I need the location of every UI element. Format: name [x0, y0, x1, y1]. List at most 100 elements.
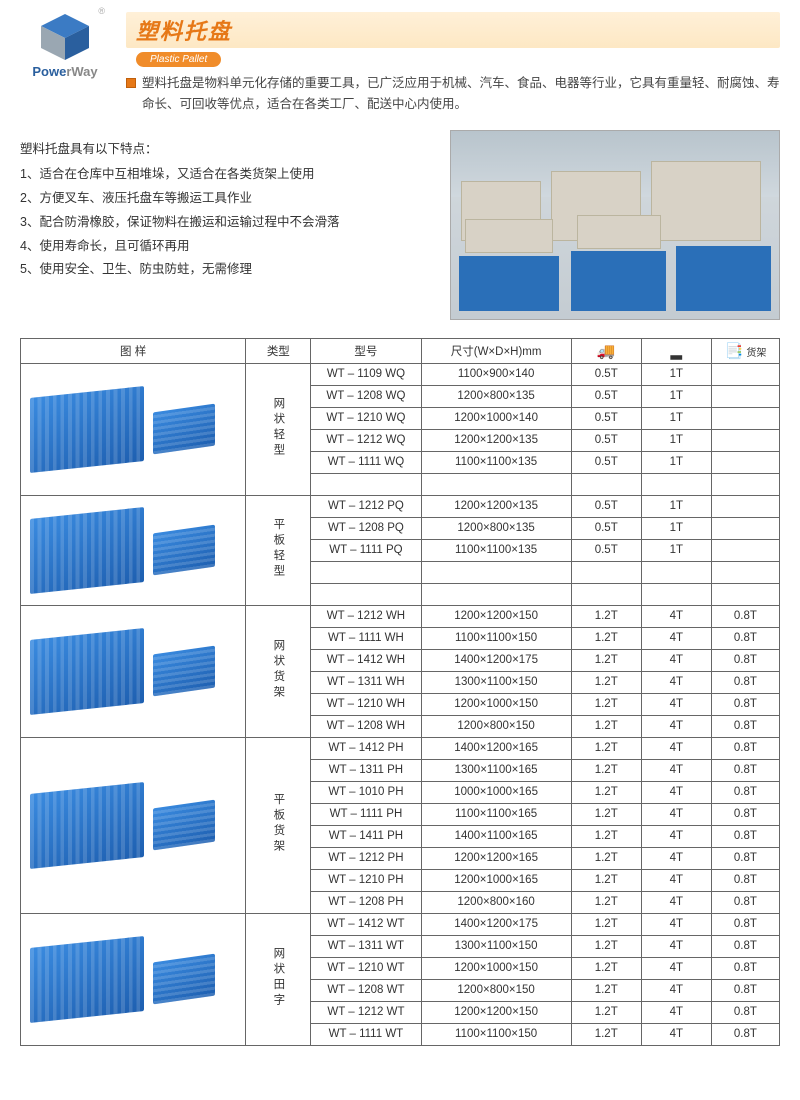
model-cell: WT – 1010 PH: [311, 781, 421, 803]
dims-cell: 1300×1100×150: [421, 671, 571, 693]
trademark: ®: [98, 6, 105, 16]
model-cell: WT – 1210 WT: [311, 957, 421, 979]
dims-cell: 1200×1200×165: [421, 847, 571, 869]
model-cell: WT – 1210 WQ: [311, 407, 421, 429]
stat-cell: 4T: [641, 869, 711, 891]
dims-cell: 1400×1200×175: [421, 913, 571, 935]
pallet-image: [30, 782, 144, 869]
stat-cell: 4T: [641, 979, 711, 1001]
col-sample: 图 样: [21, 338, 246, 363]
model-cell: WT – 1111 WT: [311, 1023, 421, 1045]
type-cell: 平板货架: [246, 737, 311, 913]
stat-cell: 1T: [641, 517, 711, 539]
rack-cell: 0.8T: [711, 627, 779, 649]
stat-cell: 4T: [641, 759, 711, 781]
model-cell: WT – 1411 PH: [311, 825, 421, 847]
dims-cell: 1400×1100×165: [421, 825, 571, 847]
dyn-cell: 1.2T: [571, 781, 641, 803]
rack-cell: [711, 429, 779, 451]
feature-item: 1、适合在仓库中互相堆垛，又适合在各类货架上使用: [20, 163, 436, 187]
type-cell: 平板轻型: [246, 495, 311, 605]
header: ® PowerWay 塑料托盘 Plastic Pallet 塑料托盘是物料单元…: [20, 12, 780, 116]
model-cell: WT – 1109 WQ: [311, 363, 421, 385]
dyn-cell: 1.2T: [571, 979, 641, 1001]
intro-text: 塑料托盘是物料单元化存储的重要工具，已广泛应用于机械、汽车、食品、电器等行业，它…: [142, 73, 780, 116]
dims-cell: 1000×1000×165: [421, 781, 571, 803]
pallet-image-small: [153, 800, 215, 851]
pallet-image-small: [153, 404, 215, 455]
model-cell: WT – 1212 PH: [311, 847, 421, 869]
dims-cell: 1200×800×160: [421, 891, 571, 913]
rack-cell: 0.8T: [711, 935, 779, 957]
dyn-cell: 1.2T: [571, 1001, 641, 1023]
model-cell: WT – 1311 PH: [311, 759, 421, 781]
stat-cell: 4T: [641, 825, 711, 847]
model-cell: WT – 1412 WT: [311, 913, 421, 935]
table-header-row: 图 样 类型 型号 尺寸(W×D×H)mm 🚚 ▂ 📑 货架: [21, 338, 780, 363]
dyn-cell: 0.5T: [571, 495, 641, 517]
page-title-cn: 塑料托盘: [136, 14, 232, 46]
dims-cell: 1200×1000×140: [421, 407, 571, 429]
pallet-image: [30, 507, 144, 594]
rack-cell: [711, 363, 779, 385]
dyn-cell: 1.2T: [571, 847, 641, 869]
dyn-cell: 1.2T: [571, 737, 641, 759]
sample-cell: [21, 495, 246, 605]
model-cell: WT – 1311 WT: [311, 935, 421, 957]
dyn-cell: 1.2T: [571, 649, 641, 671]
dyn-cell: 0.5T: [571, 407, 641, 429]
brand-logo: ® PowerWay: [20, 12, 110, 116]
model-cell: WT – 1212 WH: [311, 605, 421, 627]
table-row: 网状轻型WT – 1109 WQ1100×900×1400.5T1T: [21, 363, 780, 385]
dyn-cell: 0.5T: [571, 539, 641, 561]
rack-cell: 0.8T: [711, 803, 779, 825]
model-cell: WT – 1111 PQ: [311, 539, 421, 561]
rack-cell: 0.8T: [711, 1023, 779, 1045]
rack-cell: 0.8T: [711, 847, 779, 869]
pallet-image: [30, 628, 144, 715]
model-cell: WT – 1111 PH: [311, 803, 421, 825]
stat-cell: 1T: [641, 495, 711, 517]
dims-cell: 1400×1200×175: [421, 649, 571, 671]
model-cell: WT – 1111 WH: [311, 627, 421, 649]
stat-cell: 4T: [641, 913, 711, 935]
dims-cell: 1200×1000×150: [421, 957, 571, 979]
warehouse-photo: [450, 130, 780, 320]
spec-table: 图 样 类型 型号 尺寸(W×D×H)mm 🚚 ▂ 📑 货架 网状轻型WT – …: [20, 338, 780, 1046]
sample-cell: [21, 913, 246, 1045]
rack-cell: 0.8T: [711, 891, 779, 913]
dims-cell: 1100×1100×150: [421, 627, 571, 649]
model-cell: WT – 1111 WQ: [311, 451, 421, 473]
features-heading: 塑料托盘具有以下特点：: [20, 138, 436, 162]
dims-cell: 1200×1200×135: [421, 429, 571, 451]
stat-cell: 4T: [641, 649, 711, 671]
type-cell: 网状货架: [246, 605, 311, 737]
bullet-icon: [126, 78, 136, 88]
rack-cell: [711, 407, 779, 429]
rack-cell: 0.8T: [711, 759, 779, 781]
sample-cell: [21, 363, 246, 495]
rack-cell: 0.8T: [711, 715, 779, 737]
rack-cell: 0.8T: [711, 1001, 779, 1023]
dyn-cell: 1.2T: [571, 869, 641, 891]
feature-item: 3、配合防滑橡胶，保证物料在搬运和运输过程中不会滑落: [20, 211, 436, 235]
dyn-cell: 1.2T: [571, 605, 641, 627]
stat-cell: 1T: [641, 429, 711, 451]
rack-cell: 0.8T: [711, 737, 779, 759]
rack-cell: [711, 385, 779, 407]
dyn-cell: 1.2T: [571, 627, 641, 649]
stat-cell: 4T: [641, 1023, 711, 1045]
rack-cell: 0.8T: [711, 605, 779, 627]
stat-cell: 4T: [641, 781, 711, 803]
dims-cell: 1200×800×150: [421, 979, 571, 1001]
dyn-cell: 1.2T: [571, 891, 641, 913]
dyn-cell: 0.5T: [571, 451, 641, 473]
stat-cell: 4T: [641, 605, 711, 627]
rack-cell: 0.8T: [711, 649, 779, 671]
stat-cell: 4T: [641, 803, 711, 825]
dims-cell: 1300×1100×165: [421, 759, 571, 781]
dims-cell: 1200×1000×150: [421, 693, 571, 715]
dyn-cell: 1.2T: [571, 913, 641, 935]
col-type: 类型: [246, 338, 311, 363]
dynamic-load-icon: 🚚: [597, 343, 616, 360]
